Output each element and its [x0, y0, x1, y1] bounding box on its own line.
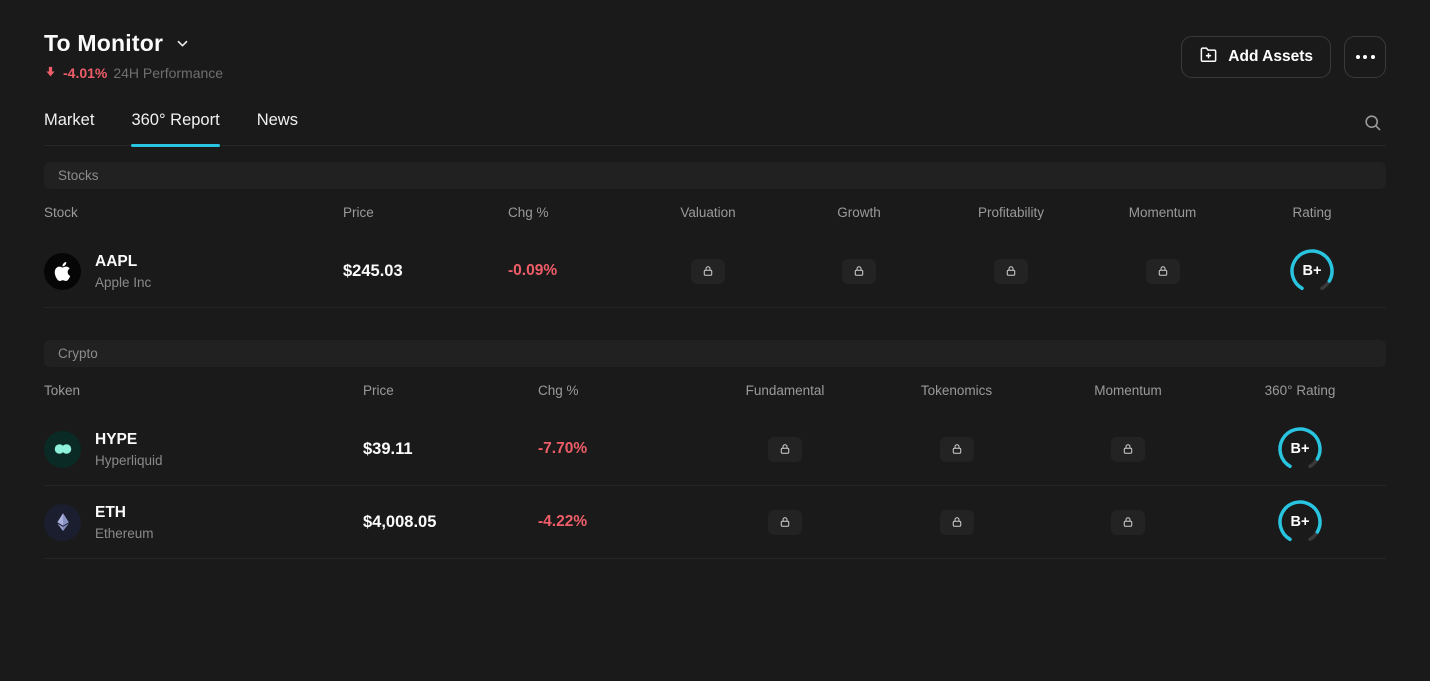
- column-header-profitability: Profitability: [977, 204, 1045, 220]
- lock-icon[interactable]: [842, 258, 876, 284]
- lock-icon[interactable]: [994, 258, 1028, 284]
- change-value: -7.70%: [538, 440, 588, 457]
- asset-cell: AAPL Apple Inc: [44, 252, 343, 290]
- column-header-growth: Growth: [837, 204, 881, 220]
- lock-icon[interactable]: [1145, 258, 1180, 284]
- add-assets-button[interactable]: Add Assets: [1181, 36, 1331, 78]
- column-header-price: Price: [363, 382, 394, 398]
- ethereum-logo: [44, 503, 81, 541]
- folder-plus-icon: [1199, 45, 1218, 69]
- crypto-row-eth[interactable]: ETH Ethereum $4,008.05 -4.22%: [44, 486, 1386, 559]
- rating-gauge: B+: [1288, 247, 1336, 295]
- locked-metric-momentum[interactable]: [1042, 436, 1214, 462]
- column-header-rating: Rating: [1292, 204, 1332, 220]
- asset-cell: HYPE Hyperliquid: [44, 430, 363, 468]
- page-title: To Monitor: [44, 30, 164, 56]
- more-options-button[interactable]: [1344, 36, 1386, 78]
- asset-cell: ETH Ethereum: [44, 503, 363, 541]
- asset-text: AAPL Apple Inc: [95, 253, 151, 290]
- asset-name: Apple Inc: [95, 274, 152, 290]
- watchlist-selector[interactable]: To Monitor: [44, 30, 223, 57]
- asset-symbol: HYPE: [95, 430, 138, 448]
- crypto-column-headers: Token Price Chg % Fundamental Tokenomics…: [44, 367, 1386, 413]
- column-header-chg: Chg %: [538, 382, 579, 398]
- asset-name: Ethereum: [95, 525, 154, 541]
- asset-text: ETH Ethereum: [95, 504, 154, 541]
- tab-news[interactable]: News: [256, 111, 298, 129]
- ellipsis-icon: [1355, 55, 1375, 59]
- lock-icon[interactable]: [939, 509, 974, 535]
- tab-market[interactable]: Market: [44, 111, 95, 129]
- asset-text: HYPE Hyperliquid: [95, 431, 163, 468]
- lock-icon[interactable]: [1111, 509, 1145, 535]
- header-actions: Add Assets: [1181, 36, 1386, 78]
- chevron-down-icon[interactable]: [175, 36, 190, 51]
- watchlist-page: To Monitor -4.01% 24H Performance: [44, 0, 1386, 559]
- rating-gauge: B+: [1276, 498, 1324, 546]
- rating-gauge: B+: [1276, 425, 1324, 473]
- change-value: -0.09%: [508, 262, 558, 279]
- down-arrow-icon: [44, 65, 57, 81]
- performance-change: -4.01%: [63, 65, 108, 81]
- column-header-valuation: Valuation: [680, 204, 736, 220]
- column-header-price: Price: [343, 204, 374, 220]
- locked-metric-momentum[interactable]: [1087, 258, 1238, 284]
- stocks-section: Stocks Stock Price Chg % Valuation Growt…: [44, 162, 1386, 308]
- stocks-section-label: Stocks: [58, 168, 99, 183]
- column-header-360-rating: 360° Rating: [1264, 382, 1336, 398]
- rating-cell: B+: [1238, 247, 1386, 295]
- price-value: $39.11: [363, 439, 413, 458]
- locked-metric-valuation[interactable]: [633, 258, 783, 284]
- tab-360-report[interactable]: 360° Report: [131, 111, 220, 147]
- apple-logo: [44, 252, 81, 290]
- locked-metric-fundamental[interactable]: [699, 509, 871, 535]
- rating-grade: B+: [1302, 263, 1322, 279]
- crypto-section-label: Crypto: [58, 346, 98, 361]
- column-header-fundamental: Fundamental: [745, 382, 825, 398]
- asset-symbol: AAPL: [95, 252, 138, 270]
- lock-icon[interactable]: [691, 258, 725, 284]
- title-block: To Monitor -4.01% 24H Performance: [44, 30, 223, 81]
- stock-row-aapl[interactable]: AAPL Apple Inc $245.03 -0.09%: [44, 235, 1386, 308]
- change-value: -4.22%: [538, 513, 588, 530]
- lock-icon[interactable]: [1111, 436, 1145, 462]
- locked-metric-tokenomics[interactable]: [871, 509, 1042, 535]
- price-value: $245.03: [343, 261, 403, 280]
- hyperliquid-logo: [44, 430, 81, 468]
- locked-metric-tokenomics[interactable]: [871, 436, 1042, 462]
- rating-grade: B+: [1290, 441, 1310, 457]
- stocks-column-headers: Stock Price Chg % Valuation Growth Profi…: [44, 189, 1386, 235]
- lock-icon[interactable]: [768, 436, 802, 462]
- column-header-token: Token: [44, 382, 81, 398]
- crypto-row-hype[interactable]: HYPE Hyperliquid $39.11 -7.70%: [44, 413, 1386, 486]
- rating-cell: B+: [1214, 498, 1386, 546]
- crypto-section: Crypto Token Price Chg % Fundamental Tok…: [44, 340, 1386, 559]
- performance-label: 24H Performance: [113, 65, 224, 81]
- crypto-section-header: Crypto: [44, 340, 1386, 367]
- lock-icon[interactable]: [939, 436, 974, 462]
- performance-summary: -4.01% 24H Performance: [44, 65, 223, 81]
- column-header-stock: Stock: [44, 204, 78, 220]
- column-header-chg: Chg %: [508, 204, 549, 220]
- locked-metric-profitability[interactable]: [935, 258, 1087, 284]
- locked-metric-momentum[interactable]: [1042, 509, 1214, 535]
- locked-metric-fundamental[interactable]: [699, 436, 871, 462]
- top-bar: To Monitor -4.01% 24H Performance: [44, 0, 1386, 81]
- search-icon[interactable]: [1359, 109, 1386, 141]
- locked-metric-growth[interactable]: [783, 258, 935, 284]
- column-header-momentum: Momentum: [1128, 204, 1197, 220]
- lock-icon[interactable]: [768, 509, 802, 535]
- asset-name: Hyperliquid: [95, 452, 163, 468]
- add-assets-label: Add Assets: [1228, 48, 1313, 65]
- column-header-momentum: Momentum: [1094, 382, 1162, 398]
- tab-bar: Market 360° Report News: [44, 109, 1386, 147]
- rating-cell: B+: [1214, 425, 1386, 473]
- column-header-tokenomics: Tokenomics: [920, 382, 993, 398]
- asset-symbol: ETH: [95, 503, 126, 521]
- rating-grade: B+: [1290, 514, 1310, 530]
- stocks-section-header: Stocks: [44, 162, 1386, 189]
- price-value: $4,008.05: [363, 512, 437, 531]
